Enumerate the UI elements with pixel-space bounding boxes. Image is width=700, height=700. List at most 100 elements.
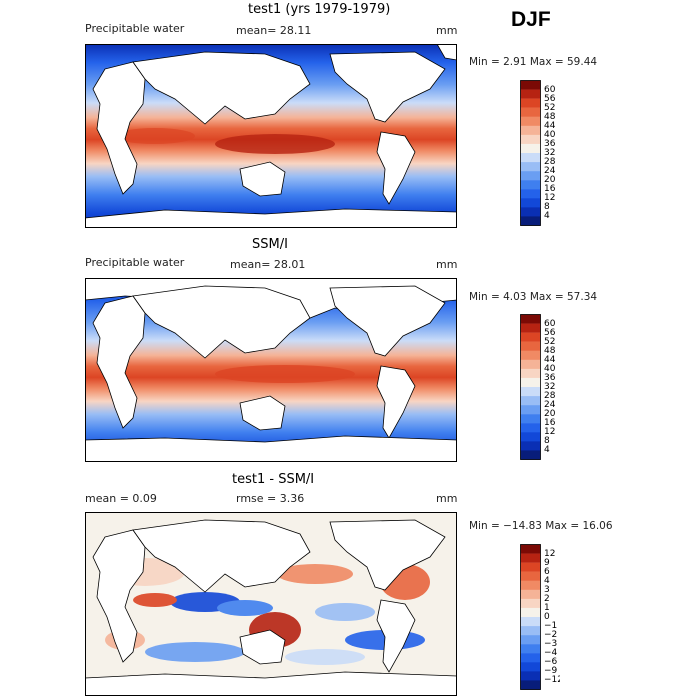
colorbar-swatch [520, 134, 541, 145]
panel-2-title: SSM/I [252, 237, 288, 252]
colorbar-swatch [520, 377, 541, 388]
panel-2-colorbar-label: 40 [544, 364, 556, 374]
panel-3-units: mm [436, 492, 458, 505]
colorbar-swatch [520, 189, 541, 199]
panel-2-minmax: Min = 4.03 Max = 57.34 [469, 291, 598, 303]
colorbar-swatch [520, 125, 541, 136]
panel-2-colorbar-label: 12 [544, 427, 555, 437]
panel-1-colorbar-swatches [520, 80, 541, 226]
panel-1-mean-label: mean= 28.11 [236, 24, 312, 37]
panel-2-colorbar-label: 48 [544, 346, 556, 356]
panel-2-colorbar-label: 4 [544, 445, 550, 455]
colorbar-swatch [520, 359, 541, 370]
colorbar-swatch [520, 162, 541, 172]
colorbar-swatch [520, 441, 541, 451]
panel-2-colorbar-label: 20 [544, 409, 556, 419]
colorbar-swatch [520, 626, 541, 636]
panel-1-colorbar-label: 40 [544, 130, 556, 140]
colorbar-swatch [520, 662, 541, 672]
panel-3-colorbar-label: −3 [544, 639, 557, 649]
panel-2-colorbar-label: 8 [544, 436, 550, 446]
colorbar-swatch [520, 368, 541, 379]
panel-3-colorbar: 12 9 6 4 3 2 1 0 −1 −2 −3 −4 −6 −9 −12 [520, 544, 560, 690]
colorbar-swatch [520, 653, 541, 663]
panel-1-colorbar-label: 56 [544, 94, 556, 104]
panel-2-colorbar-label: 36 [544, 373, 556, 383]
colorbar-swatch [520, 341, 541, 351]
colorbar-swatch [520, 143, 541, 154]
colorbar-swatch [520, 332, 541, 342]
colorbar-swatch [520, 387, 541, 397]
panel-2-mean-label: mean= 28.01 [230, 258, 306, 271]
panel-1-colorbar-label: 52 [544, 103, 555, 113]
colorbar-swatch [520, 544, 541, 554]
colorbar-swatch [520, 405, 541, 415]
panel-2-colorbar-label: 60 [544, 319, 556, 329]
season-label: DJF [511, 8, 551, 31]
panel-3-colorbar-label: 1 [544, 603, 550, 613]
panel-2-colorbar: 60 56 52 48 44 40 36 32 28 24 20 16 12 8… [520, 314, 556, 460]
panel-2-colorbar-label: 44 [544, 355, 556, 365]
panel-3-rmse-label: rmse = 3.36 [236, 492, 305, 505]
panel-3-colorbar-label: 6 [544, 567, 550, 577]
colorbar-swatch [520, 680, 541, 690]
panel-2-colorbar-label: 16 [544, 418, 556, 428]
panel-2-map [85, 278, 457, 462]
colorbar-swatch [520, 171, 541, 181]
colorbar-swatch [520, 644, 541, 654]
panel-1-map [85, 44, 457, 228]
panel-3-colorbar-label: 0 [544, 612, 550, 622]
panel-1-colorbar-label: 24 [544, 166, 556, 176]
panel-3-colorbar-label: 3 [544, 585, 550, 595]
panel-3-minmax: Min = −14.83 Max = 16.06 [469, 520, 613, 532]
panel-3-colorbar-label: 4 [544, 576, 550, 586]
panel-3-colorbar-label: −12 [544, 675, 560, 685]
panel-1-colorbar: 60 56 52 48 44 40 36 32 28 24 20 16 12 8… [520, 80, 556, 226]
colorbar-swatch [520, 80, 541, 90]
panel-1-colorbar-label: 44 [544, 121, 556, 131]
panel-3-colorbar-label: −2 [544, 630, 557, 640]
panel-2-colorbar-label: 32 [544, 382, 555, 392]
colorbar-swatch [520, 314, 541, 324]
panel-1-title: test1 (yrs 1979-1979) [248, 2, 391, 17]
panel-3-colorbar-label: 12 [544, 549, 555, 559]
panel-1-colorbar-label: 20 [544, 175, 556, 185]
colorbar-swatch [520, 350, 541, 361]
panel-3-mean-label: mean = 0.09 [85, 492, 157, 505]
colorbar-swatch [520, 414, 541, 424]
panel-1-colorbar-label: 36 [544, 139, 556, 149]
panel-3-colorbar-label: −1 [544, 621, 557, 631]
colorbar-swatch [520, 580, 541, 591]
colorbar-swatch [520, 589, 541, 600]
panel-2-units: mm [436, 258, 458, 271]
colorbar-swatch [520, 180, 541, 190]
panel-3-colorbar-label: −9 [544, 666, 558, 676]
panel-2-variable-label: Precipitable water [85, 256, 185, 269]
panel-2-colorbar-label: 28 [544, 391, 556, 401]
panel-1-variable-label: Precipitable water [85, 22, 185, 35]
colorbar-swatch [520, 562, 541, 572]
panel-3-colorbar-label: 2 [544, 594, 550, 604]
panel-1-colorbar-label: 60 [544, 85, 556, 95]
panel-2-colorbar-label: 52 [544, 337, 555, 347]
colorbar-swatch [520, 423, 541, 433]
panel-1-colorbar-label: 32 [544, 148, 555, 158]
colorbar-swatch [520, 323, 541, 333]
colorbar-swatch [520, 216, 541, 226]
panel-1-colorbar-label: 4 [544, 211, 550, 221]
panel-2-colorbar-label: 56 [544, 328, 556, 338]
colorbar-swatch [520, 153, 541, 163]
panel-1-colorbar-label: 28 [544, 157, 556, 167]
colorbar-swatch [520, 116, 541, 127]
colorbar-swatch [520, 450, 541, 460]
panel-2-colorbar-swatches [520, 314, 541, 460]
panel-1-units: mm [436, 24, 458, 37]
panel-3-title: test1 - SSM/I [232, 472, 315, 487]
panel-1-colorbar-label: 8 [544, 202, 550, 212]
panel-1-colorbar-label: 16 [544, 184, 556, 194]
panel-2-colorbar-label: 24 [544, 400, 556, 410]
colorbar-swatch [520, 89, 541, 99]
colorbar-swatch [520, 671, 541, 681]
colorbar-swatch [520, 617, 541, 627]
panel-1-colorbar-label: 12 [544, 193, 555, 203]
